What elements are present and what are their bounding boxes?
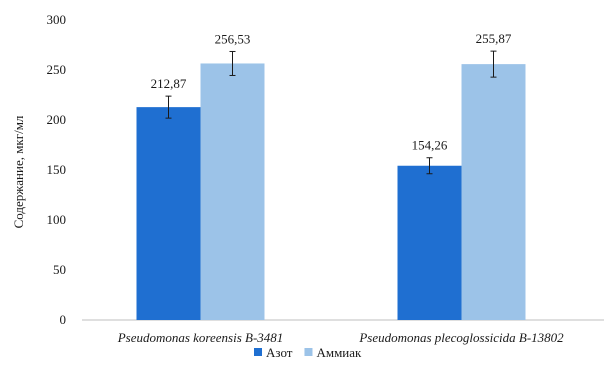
data-label: 212,87 (151, 76, 187, 91)
y-tick-label: 200 (47, 112, 67, 127)
bar (461, 64, 526, 320)
bars: 212,87 256,53 154,26 255,87 (136, 31, 526, 320)
legend-label: Азот (266, 345, 293, 360)
y-tick-label: 300 (47, 12, 67, 27)
data-label: 154,26 (412, 138, 448, 153)
y-tick-label: 50 (53, 262, 66, 277)
category-labels: Pseudomonas koreensis B-3481 Pseudomonas … (117, 330, 564, 345)
category-label: Pseudomonas plecoglossicida B-13802 (358, 330, 564, 345)
y-tick-label: 150 (47, 162, 67, 177)
legend-swatch (304, 348, 313, 356)
category-label: Pseudomonas koreensis B-3481 (117, 330, 284, 345)
bar (200, 63, 265, 320)
data-label: 255,87 (476, 31, 512, 46)
y-tick-label: 100 (47, 212, 67, 227)
y-axis-ticks: 0 50 100 150 200 250 300 (47, 12, 67, 327)
bar (136, 107, 201, 320)
legend: Азот Аммиак (254, 345, 362, 360)
legend-label: Аммиак (316, 345, 362, 360)
bar (397, 165, 462, 320)
data-label: 256,53 (215, 31, 251, 46)
y-axis-label: Содержание, мкг/мл (11, 115, 26, 228)
y-tick-label: 250 (47, 62, 67, 77)
legend-swatch (254, 348, 262, 356)
y-tick-label: 0 (60, 312, 67, 327)
